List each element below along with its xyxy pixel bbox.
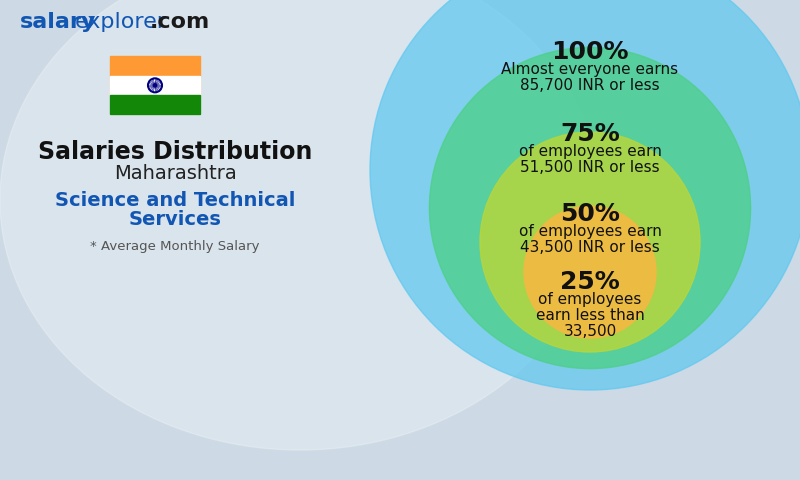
- Text: Services: Services: [129, 210, 222, 229]
- Bar: [110, 76, 200, 95]
- Bar: [110, 76, 200, 95]
- Circle shape: [524, 206, 656, 338]
- Text: 50%: 50%: [560, 202, 620, 226]
- Text: of employees earn: of employees earn: [518, 144, 662, 159]
- Bar: [110, 56, 200, 76]
- Circle shape: [154, 84, 157, 87]
- Text: explorer: explorer: [75, 12, 167, 32]
- Ellipse shape: [0, 0, 600, 450]
- Text: 25%: 25%: [560, 270, 620, 294]
- Circle shape: [480, 132, 700, 352]
- Text: Almost everyone earns: Almost everyone earns: [502, 62, 678, 77]
- Text: Maharashtra: Maharashtra: [114, 164, 236, 183]
- Text: 100%: 100%: [551, 40, 629, 64]
- Bar: [110, 76, 200, 95]
- Text: 43,500 INR or less: 43,500 INR or less: [520, 240, 660, 255]
- Text: Science and Technical: Science and Technical: [55, 191, 295, 210]
- Text: Salaries Distribution: Salaries Distribution: [38, 140, 312, 164]
- Text: of employees: of employees: [538, 292, 642, 307]
- Circle shape: [370, 0, 800, 390]
- Text: .com: .com: [150, 12, 210, 32]
- Text: 33,500: 33,500: [563, 324, 617, 339]
- Text: 85,700 INR or less: 85,700 INR or less: [520, 78, 660, 93]
- Text: earn less than: earn less than: [536, 308, 644, 323]
- Text: 51,500 INR or less: 51,500 INR or less: [520, 160, 660, 175]
- Text: of employees earn: of employees earn: [518, 224, 662, 239]
- Text: 75%: 75%: [560, 122, 620, 146]
- Circle shape: [430, 48, 750, 369]
- Text: salary: salary: [20, 12, 96, 32]
- Bar: [110, 95, 200, 114]
- Text: * Average Monthly Salary: * Average Monthly Salary: [90, 240, 260, 253]
- Bar: [110, 95, 200, 114]
